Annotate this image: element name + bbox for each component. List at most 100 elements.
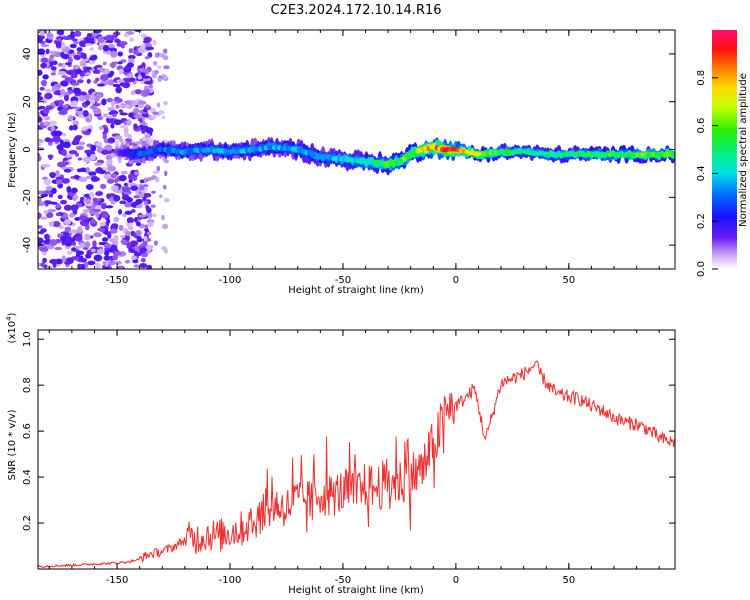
heatmap-noise-blob — [115, 86, 123, 94]
heatmap-noise-blob — [46, 105, 54, 110]
heatmap-noise-blob — [83, 66, 88, 73]
heatmap-noise-blob — [46, 244, 55, 250]
spectrogram-ticks: -150 -100 -50 0 50 -40 -20 0 20 40 — [22, 30, 675, 286]
heatmap-noise-blob — [57, 71, 67, 76]
heatmap-noise-blob — [71, 38, 78, 42]
heatmap-noise-blob — [107, 115, 113, 119]
heatmap-noise-blob — [85, 183, 94, 191]
heatmap-noise-blob — [40, 62, 48, 69]
heatmap-noise-blob — [73, 106, 81, 110]
heatmap-noise-blob — [81, 126, 89, 132]
heatmap-noise-blob — [148, 84, 154, 89]
spectrogram-y-tick-label: 20 — [22, 95, 33, 108]
heatmap-noise-blob — [105, 34, 113, 42]
heatmap-noise-blob — [55, 41, 62, 48]
heatmap-noise-blob — [152, 60, 158, 66]
heatmap-noise-blob — [82, 198, 92, 202]
heatmap-noise-blob — [106, 193, 111, 200]
heatmap-noise-blob — [95, 191, 103, 196]
heatmap-noise-blob — [135, 204, 143, 209]
heatmap-noise-blob — [110, 223, 119, 229]
heatmap-noise-blob — [120, 43, 125, 49]
heatmap-noise-blob — [72, 65, 80, 70]
heatmap-noise-blob — [57, 161, 67, 168]
heatmap-noise-blob — [61, 53, 70, 60]
heatmap-noise-blob — [92, 240, 97, 248]
spectrogram-x-tick-label: 50 — [562, 275, 575, 286]
heatmap-noise-blob — [71, 100, 79, 107]
heatmap-noise-blob — [56, 144, 64, 151]
snr-y-tick-label: 0.2 — [22, 515, 33, 531]
heatmap-noise-blob — [85, 175, 92, 180]
heatmap-noise-blob — [67, 56, 73, 64]
heatmap-noise-blob — [92, 69, 101, 75]
heatmap-noise-blob — [58, 99, 64, 107]
heatmap-noise-blob — [73, 30, 82, 37]
colorbar-label: Normalized spectral amplitude — [738, 73, 749, 227]
heatmap-noise-blob — [71, 247, 77, 252]
heatmap-noise-blob — [66, 186, 72, 193]
heatmap-noise-blob — [84, 72, 91, 76]
heatmap-noise-blob — [70, 72, 78, 79]
heatmap-noise-blob — [84, 43, 93, 47]
heatmap-noise-blob — [39, 30, 45, 37]
heatmap-noise-blob — [40, 57, 49, 64]
heatmap-noise-blob — [139, 185, 145, 191]
snr-y-axis-label: SNR (10 * v/v) — [7, 409, 18, 480]
heatmap-noise-blob — [78, 40, 88, 48]
heatmap-noise-blob — [52, 60, 58, 66]
heatmap-noise-blob — [143, 177, 148, 184]
heatmap-noise-blob — [127, 134, 133, 140]
heatmap-noise-blob — [126, 119, 132, 126]
heatmap-noise-blob — [163, 247, 168, 254]
heatmap-noise-blob — [119, 174, 127, 182]
heatmap-noise-blob — [137, 65, 144, 69]
heatmap-noise-blob — [88, 113, 93, 120]
heatmap-noise-blob — [163, 184, 167, 190]
heatmap-noise-blob — [42, 250, 47, 256]
heatmap-noise-blob — [84, 241, 91, 248]
heatmap-noise-blob — [128, 222, 133, 229]
heatmap-noise-blob — [130, 90, 136, 96]
heatmap-noise-blob — [140, 121, 147, 126]
heatmap-noise-blob — [72, 87, 81, 95]
heatmap-noise-blob — [55, 203, 61, 209]
heatmap-noise-blob — [123, 100, 133, 104]
heatmap-noise-blob — [128, 112, 134, 118]
heatmap-noise-blob — [40, 193, 48, 198]
heatmap-noise-blob — [104, 144, 113, 152]
spectrogram-x-tick-label: -100 — [219, 275, 242, 286]
heatmap-noise-blob — [107, 79, 115, 86]
heatmap-noise-blob — [90, 153, 96, 161]
heatmap-noise-blob — [78, 176, 88, 183]
heatmap-noise-blob — [84, 233, 91, 241]
heatmap-noise-blob — [100, 202, 107, 210]
heatmap-noise-blob — [38, 92, 42, 97]
heatmap-noise-blob — [98, 125, 104, 131]
heatmap-noise-blob — [82, 156, 91, 163]
heatmap-noise-blob — [95, 93, 103, 98]
heatmap-noise-blob — [84, 100, 91, 106]
heatmap-noise-blob — [90, 176, 99, 182]
heatmap-noise-blob — [127, 173, 134, 180]
snr-frame — [37, 329, 676, 570]
heatmap-noise-blob — [144, 227, 149, 232]
heatmap-noise-blob — [128, 178, 133, 183]
heatmap-noise-blob — [133, 195, 140, 199]
heatmap-noise-blob — [67, 69, 76, 73]
heatmap-noise-blob — [71, 187, 78, 194]
heatmap-noise-blob — [103, 255, 111, 261]
heatmap-noise-blob — [164, 170, 168, 177]
heatmap-noise-blob — [104, 266, 110, 269]
snr-y-multiplier: (x104) — [5, 312, 18, 343]
heatmap-noise-blob — [93, 254, 103, 262]
heatmap-noise-blob — [78, 91, 87, 96]
heatmap-noise-blob — [107, 106, 116, 112]
heatmap-noise-blob — [133, 114, 142, 119]
heatmap-noise-blob — [145, 205, 150, 210]
heatmap-noise-blob — [42, 121, 51, 127]
heatmap-noise-blob — [89, 105, 97, 110]
heatmap-noise-blob — [43, 210, 49, 215]
heatmap-noise-blob — [152, 39, 157, 46]
heatmap-noise-blob — [145, 104, 150, 108]
